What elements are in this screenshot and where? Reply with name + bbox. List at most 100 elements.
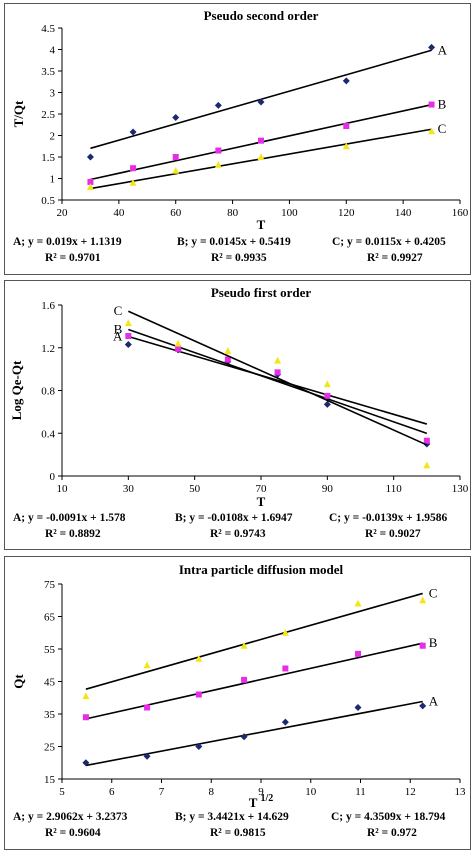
data-point-c xyxy=(224,347,232,354)
x-tick-label: 12 xyxy=(405,786,416,798)
data-point-c xyxy=(124,319,132,327)
r2-a: R² = 0.9701 xyxy=(45,252,101,264)
series-label-c: C xyxy=(114,303,123,318)
trendline-a xyxy=(85,700,423,767)
data-point-b xyxy=(343,123,350,130)
equation-c: C; y = -0.0139x + 1.9586 xyxy=(329,512,448,524)
data-point-b xyxy=(324,392,331,399)
y-tick-label: 4 xyxy=(50,45,56,57)
data-point-c xyxy=(257,153,265,160)
data-point-c xyxy=(143,661,151,669)
data-point-b xyxy=(172,154,179,160)
trendline-b xyxy=(85,642,423,720)
data-point-a xyxy=(143,752,151,760)
chart-panel-intra-particle-diffusion: Intra particle diffusion model 5 6 7 8 9 10 11 1… xyxy=(4,556,471,850)
x-tick-label: 5 xyxy=(59,786,65,798)
data-point-c xyxy=(342,142,350,150)
chart-panel-pseudo-first-order: Pseudo first order 10 30 50 70 90 110 130 0 0.4 0.… xyxy=(4,280,471,550)
equation-a: A; y = 0.019x + 1.1319 xyxy=(13,236,122,248)
trendline-c xyxy=(85,592,423,690)
y-axis-label: T/Qt xyxy=(11,100,26,127)
trendline-b xyxy=(128,328,428,435)
series-label-b: B xyxy=(114,322,123,337)
data-point-b xyxy=(355,650,362,657)
y-tick-label: 65 xyxy=(44,612,56,624)
x-tick-label: 40 xyxy=(113,207,125,219)
chart-title: Pseudo second order xyxy=(204,8,319,23)
chart-pseudo-first-order: Pseudo first order 10 30 50 70 90 110 130 0 0.4 0.… xyxy=(9,285,469,509)
data-point-a xyxy=(323,400,331,408)
r2-a: R² = 0.8892 xyxy=(45,528,101,540)
x-tick-label: 8 xyxy=(209,786,215,798)
data-point-c xyxy=(281,628,289,636)
x-axis-label: T xyxy=(257,494,266,509)
data-point-a xyxy=(195,743,203,750)
y-tick-label: 0.8 xyxy=(41,386,55,398)
series-label-a: A xyxy=(113,329,123,344)
data-point-c xyxy=(428,127,436,135)
data-point-b xyxy=(428,101,435,108)
y-axis-label: Log Qe-Qt xyxy=(9,360,24,420)
x-tick-label: 10 xyxy=(57,483,69,495)
chart-pseudo-second-order: Pseudo second order 20 40 60 80 100 120 140 160 0… xyxy=(11,8,469,232)
data-point-a xyxy=(86,153,94,161)
trendline-c xyxy=(128,310,428,446)
r2-b: R² = 0.9935 xyxy=(211,252,267,264)
x-tick-label: 50 xyxy=(189,483,201,495)
data-point-b xyxy=(125,332,132,339)
chart-intra-particle-diffusion: Intra particle diffusion model 5 6 7 8 9 10 11 1… xyxy=(11,562,467,810)
x-tick-label: 6 xyxy=(109,786,115,798)
series-label-a: A xyxy=(438,42,448,57)
series-label-c: C xyxy=(438,121,447,136)
data-point-c xyxy=(274,356,282,364)
data-point-a xyxy=(281,718,289,726)
r2-c: R² = 0.9027 xyxy=(365,528,421,540)
data-point-a xyxy=(240,733,248,741)
equation-c: C; y = 0.0115x + 0.4205 xyxy=(332,236,446,248)
r2-b: R² = 0.9815 xyxy=(210,827,266,839)
data-point-a xyxy=(354,704,362,711)
x-tick-label: 13 xyxy=(455,786,467,798)
x-tick-label: 7 xyxy=(159,786,165,798)
y-axis-label: Qt xyxy=(11,674,26,689)
x-tick-label: 160 xyxy=(452,207,469,219)
data-point-a xyxy=(172,113,180,121)
x-tick-label: 70 xyxy=(256,483,268,495)
data-point-c xyxy=(172,166,180,174)
x-tick-label: 120 xyxy=(338,207,355,219)
equation-b: B; y = -0.0108x + 1.6947 xyxy=(175,512,293,524)
data-point-c xyxy=(174,339,182,347)
series-label-b: B xyxy=(429,635,438,650)
x-tick-label: 130 xyxy=(452,483,469,495)
y-tick-label: 35 xyxy=(44,709,56,721)
y-tick-label: 0.5 xyxy=(41,195,55,207)
y-tick-label: 4.5 xyxy=(41,23,55,35)
x-tick-label: 30 xyxy=(123,483,135,495)
y-tick-label: 1.2 xyxy=(41,343,55,355)
y-tick-label: 3 xyxy=(50,88,56,100)
series-label-b: B xyxy=(438,97,447,112)
data-point-a xyxy=(342,77,350,85)
data-point-c xyxy=(354,599,362,607)
y-tick-label: 0.4 xyxy=(41,428,55,440)
y-tick-label: 1.5 xyxy=(41,152,55,164)
x-tick-label: 60 xyxy=(170,207,182,219)
data-point-b xyxy=(258,137,264,144)
chart-title: Intra particle diffusion model xyxy=(179,562,344,577)
data-point-a xyxy=(82,759,90,767)
y-tick-label: 2.5 xyxy=(41,109,55,121)
x-tick-label: 11 xyxy=(355,786,366,798)
data-point-b xyxy=(130,165,137,172)
data-point-a xyxy=(257,98,265,106)
x-tick-label: 90 xyxy=(322,483,334,495)
data-point-b xyxy=(195,691,202,698)
r2-c: R² = 0.972 xyxy=(367,827,417,839)
equation-b: B; y = 3.4421x + 14.629 xyxy=(175,811,289,823)
trendline-a xyxy=(128,335,428,425)
y-tick-label: 2 xyxy=(50,131,56,143)
data-point-c xyxy=(129,179,137,186)
data-point-b xyxy=(282,665,289,672)
x-tick-label: 10 xyxy=(305,786,317,798)
x-tick-label: 20 xyxy=(57,207,69,219)
data-point-b xyxy=(423,437,430,444)
